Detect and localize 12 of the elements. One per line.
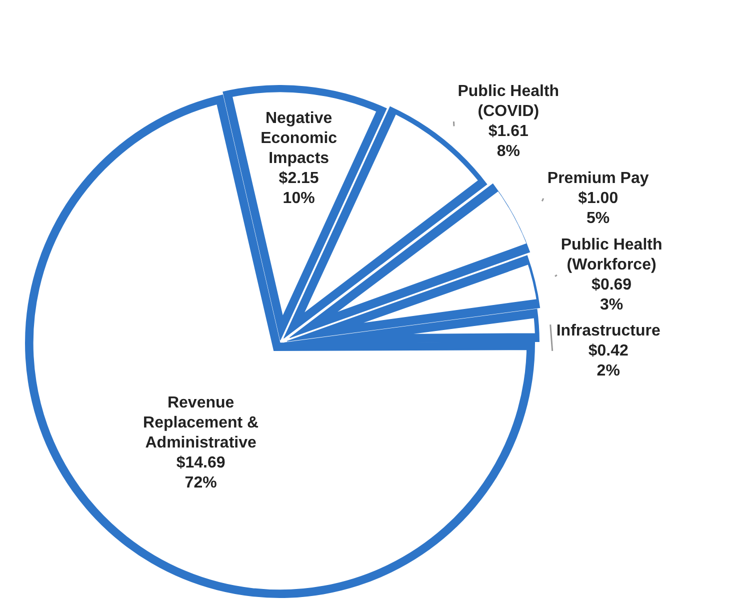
data-label: $0.69 3%	[592, 276, 632, 314]
slice-label: Negative Economic Impacts	[260, 110, 338, 167]
data-label: $1.61 8%	[488, 122, 529, 160]
slice-label: Infrastructure	[556, 322, 660, 340]
data-label: $1.00 5%	[578, 190, 618, 227]
slice-label: Public Health (COVID)	[458, 82, 560, 120]
slice-label: Premium Pay	[547, 170, 649, 187]
slice-label: Public Health (Workforce)	[560, 236, 662, 274]
data-label: $0.42 2%	[588, 342, 628, 380]
slice-label: Revenue Replacement & Administrative	[143, 394, 260, 452]
data-label: $2.15 10%	[278, 170, 319, 207]
data-label: $14.69 72%	[176, 454, 226, 492]
